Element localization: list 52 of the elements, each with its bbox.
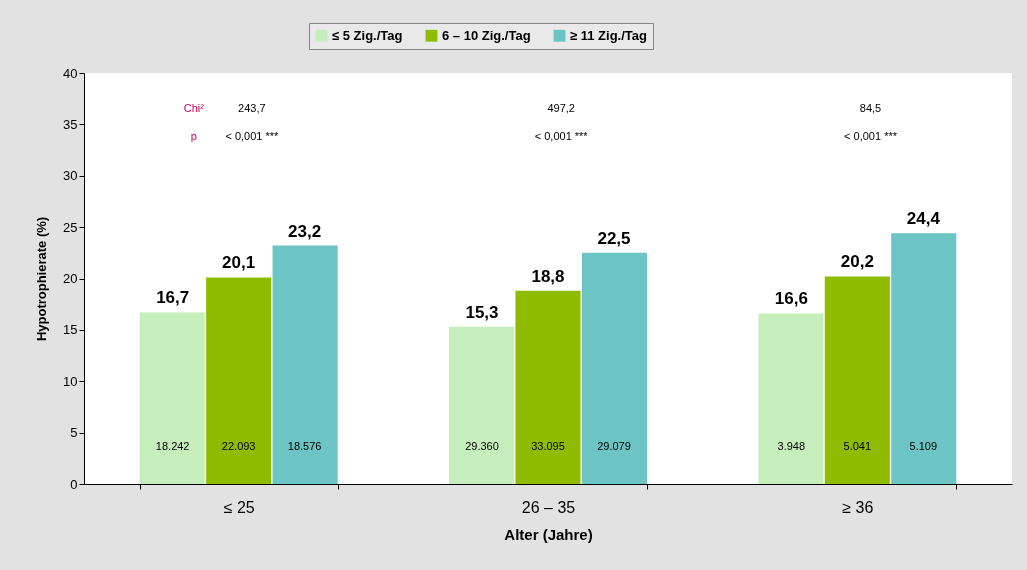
y-axis-title: Hypotrophierate (%) — [34, 216, 50, 342]
data-label: 22,5 — [597, 228, 631, 248]
data-label: 23,2 — [288, 221, 322, 241]
annotation: 243,7 — [238, 101, 266, 114]
data-label: 16,7 — [156, 288, 190, 308]
annotation: 497,2 — [547, 101, 575, 114]
y-tick-label: 25 — [63, 219, 78, 235]
bar — [206, 277, 272, 484]
bar — [272, 245, 338, 484]
y-tick-label: 35 — [63, 116, 78, 132]
annotation: Chi² — [183, 101, 205, 114]
y-tick-label: 5 — [70, 425, 78, 441]
y-tick-label: 30 — [63, 168, 78, 184]
annotation: 29.360 — [465, 440, 499, 453]
legend-label: ≥ 11 Zig./Tag — [570, 27, 648, 43]
x-tick-label: ≤ 25 — [223, 498, 255, 516]
legend-label: ≤ 5 Zig./Tag — [332, 27, 403, 43]
y-tick-label: 20 — [63, 271, 78, 286]
bar — [891, 233, 957, 484]
data-label: 20,2 — [840, 252, 874, 272]
annotation: 29.079 — [597, 440, 631, 453]
annotation: 22.093 — [221, 440, 256, 453]
x-tick-label: 26 – 35 — [521, 498, 576, 516]
annotation: 5.041 — [843, 440, 872, 453]
annotation: p — [190, 129, 197, 142]
bar — [758, 313, 824, 484]
annotation: 84,5 — [859, 101, 882, 114]
bar — [139, 312, 205, 484]
data-label: 20,1 — [222, 253, 256, 273]
data-label: 18,8 — [531, 266, 565, 286]
annotation: 5.109 — [909, 440, 938, 453]
annotation: < 0,001 *** — [534, 129, 589, 142]
data-label: 24,4 — [906, 209, 941, 229]
y-tick-label: 40 — [63, 65, 78, 81]
bar — [515, 290, 581, 484]
annotation: < 0,001 *** — [844, 129, 898, 142]
bar — [449, 326, 515, 484]
y-tick-label: 15 — [63, 322, 78, 338]
data-label: 16,6 — [774, 289, 808, 309]
y-tick-label: 0 — [70, 476, 78, 492]
annotation: 18.576 — [287, 440, 322, 453]
data-label: 15,3 — [465, 302, 499, 322]
bar — [581, 252, 647, 484]
annotation: 33.095 — [531, 440, 565, 453]
x-tick-label: ≥ 36 — [842, 498, 874, 516]
annotation: 3.948 — [777, 440, 806, 453]
y-tick-label: 10 — [63, 373, 78, 389]
bar — [824, 276, 890, 484]
x-axis-title: Alter (Jahre) — [504, 525, 593, 543]
annotation: 18.242 — [155, 440, 190, 453]
legend-label: 6 – 10 Zig./Tag — [442, 27, 531, 43]
annotation: < 0,001 *** — [225, 129, 280, 142]
